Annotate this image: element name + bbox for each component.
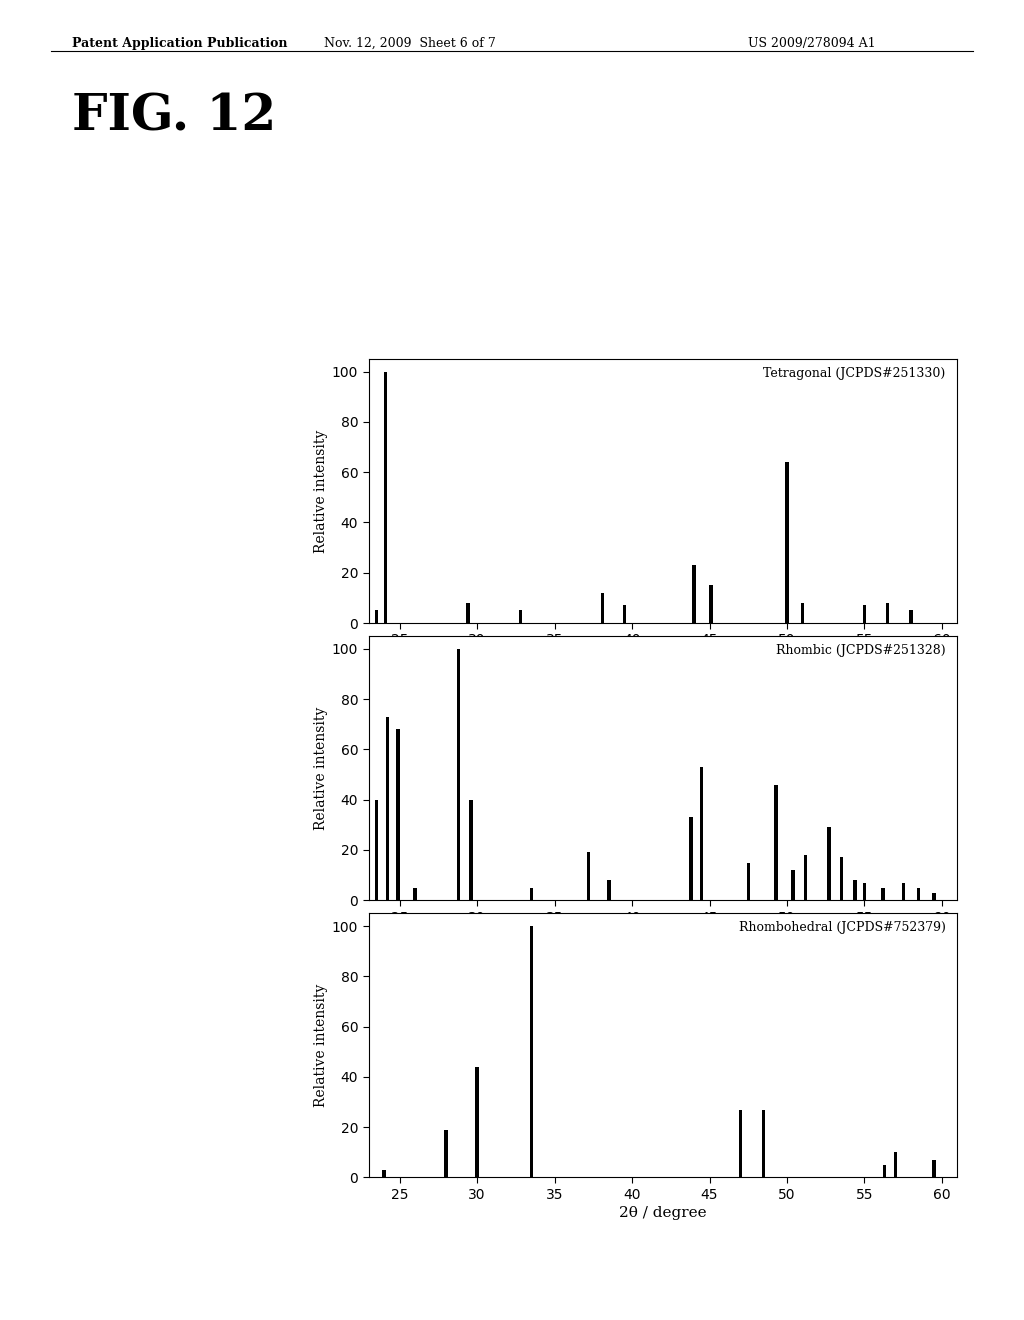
- Y-axis label: Relative intensity: Relative intensity: [313, 429, 328, 553]
- Bar: [466, 603, 470, 623]
- Bar: [692, 565, 695, 623]
- Bar: [901, 883, 905, 900]
- Bar: [587, 853, 591, 900]
- Bar: [918, 887, 921, 900]
- Bar: [886, 603, 890, 623]
- Bar: [382, 1170, 386, 1177]
- Bar: [689, 817, 692, 900]
- Bar: [804, 855, 807, 900]
- X-axis label: 2θ / degree: 2θ / degree: [620, 929, 707, 942]
- Bar: [894, 1152, 897, 1177]
- Bar: [774, 784, 778, 900]
- Text: Patent Application Publication: Patent Application Publication: [72, 37, 287, 50]
- Bar: [863, 883, 866, 900]
- Bar: [623, 606, 626, 623]
- Bar: [840, 858, 843, 900]
- Bar: [801, 603, 804, 623]
- Bar: [853, 880, 857, 900]
- Y-axis label: Relative intensity: Relative intensity: [313, 983, 328, 1107]
- Y-axis label: Relative intensity: Relative intensity: [313, 706, 328, 830]
- Bar: [444, 1130, 447, 1177]
- Bar: [375, 800, 378, 900]
- X-axis label: 2θ / degree: 2θ / degree: [620, 1206, 707, 1220]
- Bar: [457, 649, 460, 900]
- Bar: [414, 887, 417, 900]
- Bar: [933, 892, 936, 900]
- Bar: [529, 927, 534, 1177]
- Text: FIG. 12: FIG. 12: [72, 92, 275, 141]
- Bar: [601, 593, 604, 623]
- Text: US 2009/278094 A1: US 2009/278094 A1: [748, 37, 876, 50]
- X-axis label: 2θ / degree: 2θ / degree: [620, 652, 707, 665]
- Bar: [469, 800, 473, 900]
- Bar: [375, 610, 378, 623]
- Text: Nov. 12, 2009  Sheet 6 of 7: Nov. 12, 2009 Sheet 6 of 7: [324, 37, 496, 50]
- Bar: [475, 1067, 479, 1177]
- Bar: [710, 585, 713, 623]
- Text: Rhombic (JCPDS#251328): Rhombic (JCPDS#251328): [776, 644, 946, 657]
- Bar: [933, 1160, 936, 1177]
- Bar: [882, 887, 885, 900]
- Bar: [396, 729, 399, 900]
- Bar: [384, 372, 387, 623]
- Bar: [529, 887, 534, 900]
- Bar: [700, 767, 703, 900]
- Bar: [863, 606, 866, 623]
- Text: Tetragonal (JCPDS#251330): Tetragonal (JCPDS#251330): [764, 367, 946, 380]
- Bar: [385, 717, 389, 900]
- Bar: [785, 462, 788, 623]
- Text: Rhombohedral (JCPDS#752379): Rhombohedral (JCPDS#752379): [738, 921, 946, 935]
- Bar: [738, 1110, 742, 1177]
- Bar: [746, 862, 750, 900]
- Bar: [519, 610, 522, 623]
- Bar: [607, 880, 610, 900]
- Bar: [883, 1164, 887, 1177]
- Bar: [762, 1110, 766, 1177]
- Bar: [909, 610, 912, 623]
- Bar: [792, 870, 795, 900]
- Bar: [827, 828, 830, 900]
